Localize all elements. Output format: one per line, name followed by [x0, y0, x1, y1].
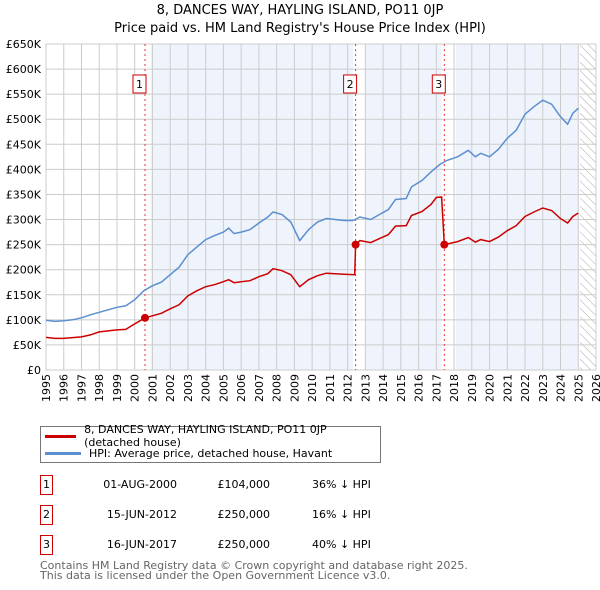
legend-swatch [45, 434, 77, 438]
x-tick-label: 2019 [466, 374, 479, 402]
x-tick-label: 2009 [288, 374, 301, 402]
footer-copyright: Contains HM Land Registry data © Crown c… [40, 559, 468, 572]
sale-row: 3 16-JUN-2017 £250,000 40% ↓ HPI [40, 535, 440, 555]
y-tick-label: £600K [6, 63, 42, 76]
price-chart: 1995 1996 1997 1998 1999 2000 2001 2002 2003 2004… [6, 38, 600, 402]
y-tick-label: £450K [6, 138, 42, 151]
sale-label: 2 [347, 78, 354, 91]
x-tick-label: 2008 [271, 374, 284, 402]
x-tick-label: 2002 [164, 374, 177, 402]
chart-title: 8, DANCES WAY, HAYLING ISLAND, PO11 0JP [156, 3, 444, 18]
y-tick-label: £0 [27, 364, 41, 377]
y-tick-label: £200K [6, 264, 42, 277]
y-tick-label: £100K [6, 314, 42, 327]
sale-price: £104,000 [217, 478, 271, 491]
x-tick-label: 2024 [555, 374, 568, 402]
sale-price: £250,000 [217, 538, 271, 551]
x-tick-label: 2018 [448, 374, 461, 402]
sale-row: 1 01-AUG-2000 £104,000 36% ↓ HPI [40, 475, 440, 495]
sale-label: 1 [136, 78, 143, 91]
legend-item-property: 8, DANCES WAY, HAYLING ISLAND, PO11 0JP … [45, 423, 380, 449]
series-line [45, 99, 579, 323]
shaded-period [365, 44, 442, 370]
x-tick-label: 1997 [75, 374, 88, 402]
x-tick-label: 2014 [377, 374, 390, 402]
y-tick-label: £150K [6, 289, 42, 302]
x-tick-label: 2012 [342, 374, 355, 402]
legend-swatch [45, 451, 81, 455]
sale-price: £250,000 [217, 508, 271, 521]
footer: Contains HM Land Registry data © Crown c… [40, 559, 468, 582]
x-tick-label: 2025 [572, 374, 585, 402]
sale-label-box [132, 74, 147, 94]
x-tick-label: 1998 [93, 374, 106, 402]
legend-label: 8, DANCES WAY, HAYLING ISLAND, PO11 0JP … [84, 423, 327, 449]
sale-date: 16-JUN-2017 [106, 538, 177, 551]
sale-point [141, 313, 149, 322]
sale-date: 15-JUN-2012 [106, 508, 177, 521]
sale-hpi: 36% ↓ HPI [312, 478, 371, 491]
y-tick-label: £250K [6, 239, 42, 252]
x-tick-label: 2020 [484, 374, 497, 402]
x-tick-label: 2026 [590, 374, 600, 402]
sale-date: 01-AUG-2000 [103, 478, 177, 491]
x-tick-label: 2013 [359, 374, 372, 402]
x-tick-label: 2001 [146, 374, 159, 402]
y-tick-label: £300K [6, 214, 42, 227]
sale-marker: 3 [40, 535, 53, 555]
sale-hpi: 40% ↓ HPI [312, 538, 371, 551]
series-line [45, 196, 579, 340]
y-tick-label: £500K [6, 113, 42, 126]
x-tick-label: 2017 [430, 374, 443, 402]
sale-point [351, 240, 360, 249]
y-tick-label: £650K [6, 38, 42, 51]
shaded-period [150, 44, 353, 370]
x-tick-label: 2015 [395, 374, 408, 402]
shaded-period [455, 44, 579, 370]
x-tick-label: 2021 [501, 374, 514, 402]
legend-label: HPI: Average price, detached house, Hava… [89, 446, 333, 460]
y-tick-label: £550K [6, 88, 42, 101]
x-tick-label: 2023 [537, 374, 550, 402]
y-tick-label: £350K [6, 188, 42, 201]
chart-subtitle: Price paid vs. HM Land Registry's House … [114, 21, 486, 36]
y-tick-label: £400K [6, 163, 42, 176]
sale-label-box [431, 74, 446, 94]
plot-frame [45, 43, 597, 371]
sale-label-box [343, 74, 358, 94]
y-tick-label: £50K [13, 339, 42, 352]
legend-item-hpi: HPI: Average price, detached house, Hava… [45, 445, 332, 461]
future-hatch [580, 44, 596, 370]
sale-label: 3 [435, 78, 442, 91]
sale-hpi: 16% ↓ HPI [312, 508, 371, 521]
x-tick-label: 2000 [129, 374, 142, 402]
x-tick-label: 2004 [200, 374, 213, 402]
sale-marker: 1 [40, 475, 53, 495]
x-tick-label: 1999 [111, 374, 124, 402]
sale-marker: 2 [40, 505, 53, 525]
footer-licence: This data is licensed under the Open Gov… [40, 569, 391, 582]
x-tick-label: 2003 [182, 374, 195, 402]
x-tick-label: 1995 [40, 374, 53, 402]
x-tick-label: 2005 [217, 374, 230, 402]
sale-row: 2 15-JUN-2012 £250,000 16% ↓ HPI [40, 505, 440, 525]
x-tick-label: 2011 [324, 374, 337, 402]
x-tick-label: 2006 [235, 374, 248, 402]
x-tick-label: 2010 [306, 374, 319, 402]
x-tick-label: 1996 [58, 374, 71, 402]
legend: 8, DANCES WAY, HAYLING ISLAND, PO11 0JP … [40, 423, 381, 463]
x-tick-label: 2016 [413, 374, 426, 402]
sale-point [440, 240, 449, 249]
x-tick-label: 2007 [253, 374, 266, 402]
x-tick-label: 2022 [519, 374, 532, 402]
